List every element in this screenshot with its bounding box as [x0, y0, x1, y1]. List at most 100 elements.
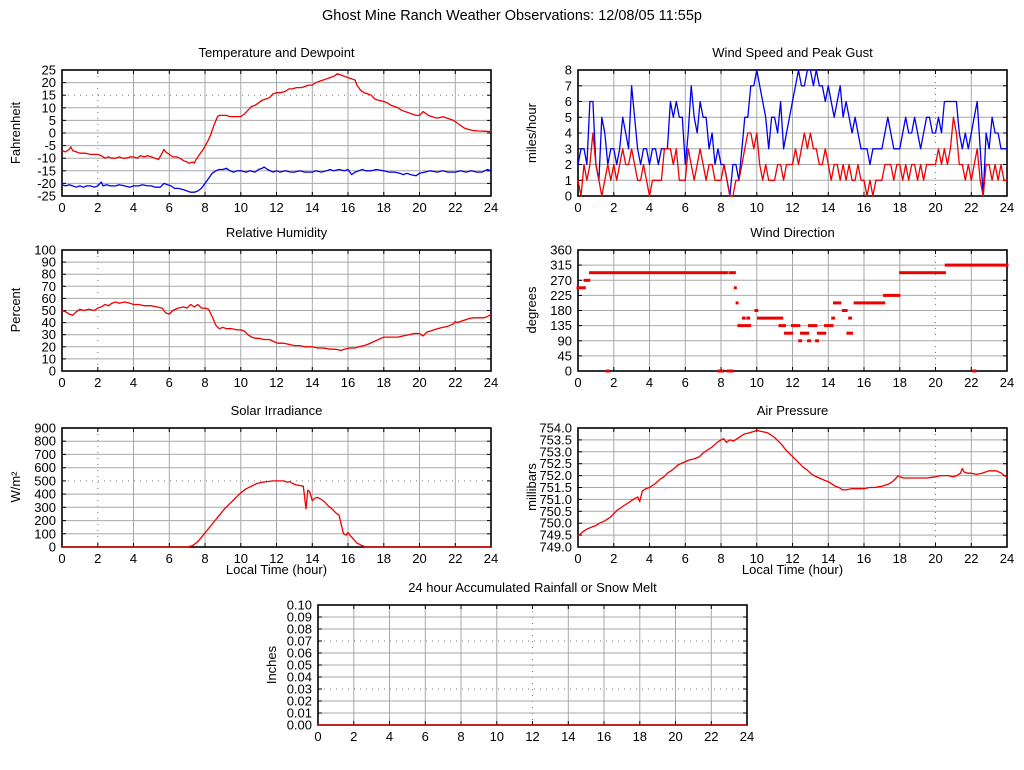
svg-text:4: 4: [386, 729, 393, 744]
svg-text:0: 0: [574, 551, 581, 566]
svg-text:360: 360: [550, 243, 572, 258]
svg-text:6: 6: [166, 200, 173, 215]
svg-text:753.5: 753.5: [539, 432, 572, 447]
svg-text:8: 8: [717, 375, 724, 390]
air-pressure-chart: Air Pressure millibars 0 2 4 6 8 10 12 14 16 18 20…: [516, 398, 1024, 593]
svg-text:0.02: 0.02: [287, 694, 312, 709]
svg-text:-20: -20: [37, 176, 56, 191]
svg-text:749.0: 749.0: [539, 540, 572, 555]
svg-text:10: 10: [42, 351, 56, 366]
svg-text:24: 24: [1000, 375, 1014, 390]
svg-text:2: 2: [94, 200, 101, 215]
svg-text:700: 700: [34, 447, 56, 462]
page-title: Ghost Mine Ranch Weather Observations: 1…: [322, 8, 702, 24]
svg-text:20: 20: [412, 200, 426, 215]
wind-direction-plot: 0 2 4 6 8 10 12 14 16 18 20 22 240459013518022527031…: [550, 243, 1014, 391]
svg-text:0.10: 0.10: [287, 598, 312, 613]
svg-text:10: 10: [750, 375, 764, 390]
svg-text:0.01: 0.01: [287, 706, 312, 721]
svg-text:15: 15: [42, 88, 56, 103]
svg-text:6: 6: [565, 94, 572, 109]
svg-text:14: 14: [821, 200, 835, 215]
svg-text:90: 90: [42, 255, 56, 270]
svg-text:4: 4: [646, 200, 653, 215]
svg-text:24: 24: [484, 375, 498, 390]
chart-title-wind-speed: Wind Speed and Peak Gust: [712, 45, 873, 60]
svg-text:200: 200: [34, 513, 56, 528]
svg-text:0.03: 0.03: [287, 682, 312, 697]
svg-text:2: 2: [94, 375, 101, 390]
svg-text:14: 14: [305, 200, 319, 215]
svg-text:8: 8: [565, 63, 572, 78]
svg-text:-25: -25: [37, 189, 56, 204]
svg-text:0.06: 0.06: [287, 646, 312, 661]
svg-text:16: 16: [597, 729, 611, 744]
svg-text:4: 4: [646, 551, 653, 566]
svg-text:60: 60: [42, 291, 56, 306]
svg-text:18: 18: [893, 200, 907, 215]
svg-text:20: 20: [42, 339, 56, 354]
svg-text:20: 20: [928, 551, 942, 566]
svg-text:12: 12: [269, 375, 283, 390]
solar-irradiance-chart: Solar Irradiance W/m² 0 2 4 6 8 10 12 14 16 18 20 2…: [0, 398, 512, 593]
x-axis-label-local-time: Local Time (hour): [225, 562, 328, 577]
svg-text:12: 12: [785, 551, 799, 566]
svg-text:753.0: 753.0: [539, 444, 572, 459]
svg-text:100: 100: [34, 243, 56, 258]
svg-text:0: 0: [565, 364, 572, 379]
svg-text:8: 8: [717, 551, 724, 566]
svg-text:16: 16: [857, 551, 871, 566]
svg-text:4: 4: [130, 551, 137, 566]
svg-text:16: 16: [341, 551, 355, 566]
chart-title-pressure: Air Pressure: [756, 403, 829, 418]
svg-text:24: 24: [1000, 200, 1014, 215]
svg-text:18: 18: [893, 375, 907, 390]
chart-title-humidity: Relative Humidity: [225, 225, 328, 240]
svg-text:10: 10: [750, 200, 764, 215]
svg-text:90: 90: [558, 333, 572, 348]
svg-text:6: 6: [166, 375, 173, 390]
svg-text:2: 2: [565, 157, 572, 172]
svg-text:4: 4: [130, 200, 137, 215]
svg-text:3: 3: [565, 141, 572, 156]
svg-text:100: 100: [34, 526, 56, 541]
svg-text:20: 20: [412, 375, 426, 390]
svg-text:0.08: 0.08: [287, 622, 312, 637]
svg-text:8: 8: [201, 200, 208, 215]
svg-text:600: 600: [34, 460, 56, 475]
chart-title-rainfall: 24 hour Accumulated Rainfall or Snow Mel…: [408, 580, 657, 595]
svg-text:0.04: 0.04: [287, 670, 312, 685]
svg-text:-10: -10: [37, 151, 56, 166]
svg-text:0.09: 0.09: [287, 610, 312, 625]
svg-text:2: 2: [610, 375, 617, 390]
svg-text:900: 900: [34, 421, 56, 436]
svg-text:749.5: 749.5: [539, 528, 572, 543]
svg-text:0: 0: [574, 200, 581, 215]
svg-text:0: 0: [49, 126, 56, 141]
svg-text:0.05: 0.05: [287, 658, 312, 673]
svg-text:180: 180: [550, 303, 572, 318]
wind-direction-chart: Wind Direction degrees 0 2 4 6 8 10 12 14 16 18 20…: [516, 220, 1024, 415]
svg-text:22: 22: [964, 551, 978, 566]
svg-text:7: 7: [565, 78, 572, 93]
svg-text:10: 10: [234, 551, 248, 566]
svg-text:14: 14: [561, 729, 575, 744]
svg-text:6: 6: [682, 551, 689, 566]
svg-text:4: 4: [130, 375, 137, 390]
svg-text:12: 12: [785, 375, 799, 390]
svg-text:0: 0: [58, 551, 65, 566]
svg-text:40: 40: [42, 315, 56, 330]
relative-humidity-plot: 0 2 4 6 8 10 12 14 16 18 20 22 240102030405060708090…: [34, 243, 498, 391]
svg-text:8: 8: [457, 729, 464, 744]
svg-text:750.0: 750.0: [539, 516, 572, 531]
svg-text:20: 20: [668, 729, 682, 744]
svg-text:2: 2: [350, 729, 357, 744]
chart-title-solar: Solar Irradiance: [230, 403, 323, 418]
svg-text:24: 24: [1000, 551, 1014, 566]
svg-text:0: 0: [58, 375, 65, 390]
svg-text:2: 2: [610, 200, 617, 215]
svg-text:18: 18: [377, 375, 391, 390]
svg-text:16: 16: [857, 200, 871, 215]
svg-text:8: 8: [201, 551, 208, 566]
